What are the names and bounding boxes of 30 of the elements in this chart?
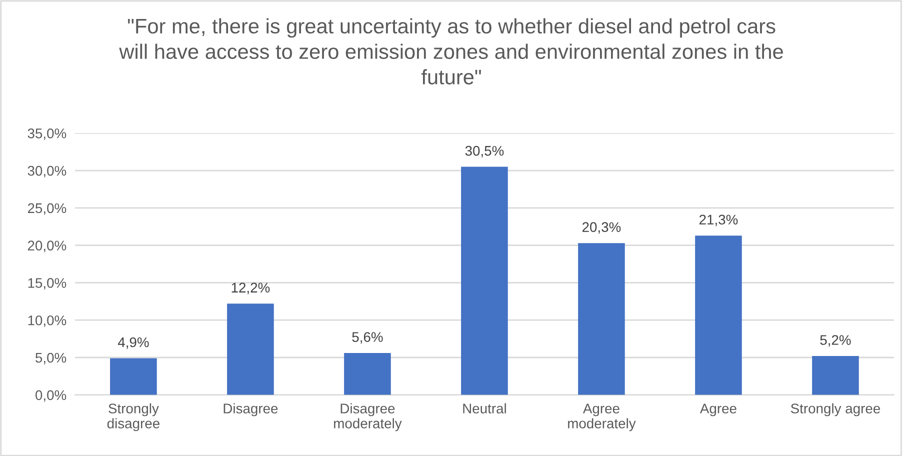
data-label: 4,9% xyxy=(118,337,149,349)
bar xyxy=(344,353,391,395)
bar xyxy=(812,356,859,395)
data-label: 12,2% xyxy=(232,282,270,294)
data-label: 30,5% xyxy=(465,146,504,158)
y-tick-label: 25,0% xyxy=(28,203,66,215)
bar xyxy=(695,236,742,395)
x-tick-label: Agree xyxy=(700,404,736,416)
bar xyxy=(461,166,508,395)
y-tick-label: 5,0% xyxy=(36,352,66,364)
y-tick-label: 20,0% xyxy=(28,240,66,252)
x-tick-label: Disagree moderately xyxy=(334,403,402,432)
x-tick-label: Agree moderately xyxy=(568,404,636,432)
y-tick-label: 15,0% xyxy=(28,278,66,290)
x-tick-label: Disagree xyxy=(224,403,278,416)
data-label: 20,3% xyxy=(582,222,621,234)
bar xyxy=(578,243,625,395)
x-tick-label: Strongly agree xyxy=(790,403,880,416)
data-label: 21,3% xyxy=(699,214,738,226)
x-tick-label: Strongly disagree xyxy=(107,403,160,432)
bar xyxy=(227,304,274,395)
x-tick-label: Neutral xyxy=(463,403,506,414)
y-tick-label: 30,0% xyxy=(28,166,66,178)
bar xyxy=(110,358,157,395)
y-tick-label: 35,0% xyxy=(28,128,66,140)
data-label: 5,6% xyxy=(352,332,383,344)
data-label: 5,2% xyxy=(820,335,851,347)
y-tick-label: 10,0% xyxy=(28,315,66,327)
chart-title: "For me, there is great uncertainty as to whether diesel and petrol cars will have access to zero emission zones and environmental zones in the future" xyxy=(119,18,783,84)
y-tick-label: 0,0% xyxy=(36,390,66,402)
